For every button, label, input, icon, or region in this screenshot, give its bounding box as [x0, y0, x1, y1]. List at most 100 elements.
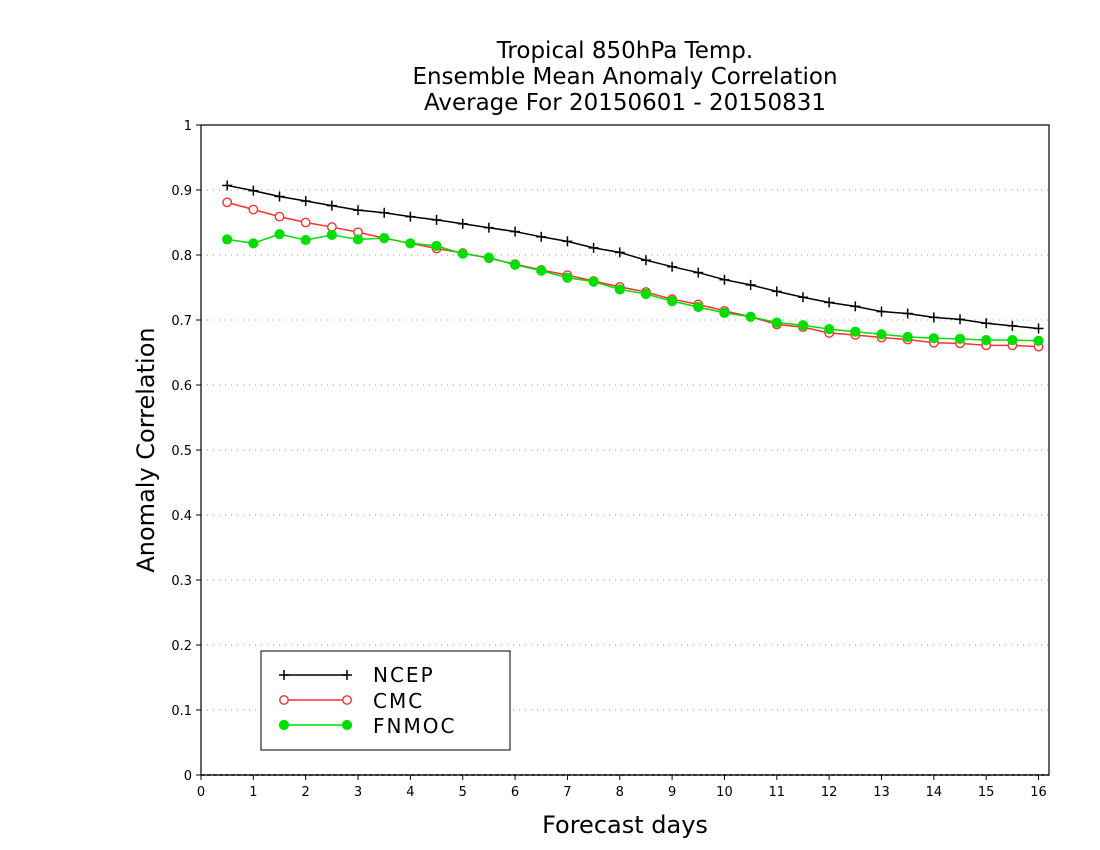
data-point-fnmoc — [248, 238, 259, 249]
y-axis-title: Anomaly Correlation — [132, 327, 160, 572]
y-tick-label: 0 — [184, 769, 192, 784]
legend-label-fnmoc: FNMOC — [373, 714, 456, 738]
x-tick-label: 3 — [354, 785, 362, 800]
legend-marker — [342, 670, 352, 680]
x-tick-label: 15 — [978, 785, 995, 800]
x-tick-label: 5 — [459, 785, 467, 800]
data-point-ncep — [353, 205, 364, 216]
legend-marker — [279, 695, 289, 705]
data-point-ncep — [248, 185, 259, 196]
data-point-fnmoc — [876, 329, 887, 340]
data-point-ncep — [902, 308, 913, 319]
legend-sample-cmc — [279, 695, 352, 705]
data-point-fnmoc — [902, 331, 913, 342]
y-tick-label: 0.8 — [171, 249, 192, 264]
data-point-cmc — [248, 204, 259, 215]
data-point-fnmoc — [850, 326, 861, 337]
x-tick-label: 6 — [511, 785, 519, 800]
x-tick-label: 13 — [873, 785, 890, 800]
data-point-ncep — [824, 297, 835, 308]
y-tick-label: 0.4 — [171, 509, 192, 524]
legend-sample-ncep — [279, 670, 352, 680]
data-point-fnmoc — [222, 234, 233, 245]
data-point-fnmoc — [771, 317, 782, 328]
data-point-fnmoc — [509, 259, 521, 270]
legend-label-cmc: CMC — [373, 689, 424, 713]
data-point-ncep — [876, 306, 887, 317]
data-point-ncep — [510, 226, 521, 237]
data-point-fnmoc — [274, 229, 285, 240]
data-point-ncep — [300, 196, 311, 207]
data-point-ncep — [667, 261, 678, 272]
chart-title-line-1: Tropical 850hPa Temp. — [496, 38, 753, 64]
data-point-ncep — [771, 286, 782, 297]
data-point-fnmoc — [640, 288, 652, 300]
y-tick-label: 0.3 — [171, 574, 192, 589]
data-point-ncep — [928, 312, 939, 323]
data-point-fnmoc — [405, 238, 416, 249]
series-ncep — [222, 180, 1044, 334]
legend-samples — [278, 670, 353, 731]
x-tick-label: 1 — [249, 785, 257, 800]
data-point-fnmoc — [693, 301, 704, 313]
axis-ticks — [196, 124, 1040, 780]
x-tick-label: 4 — [406, 785, 414, 800]
data-point-ncep — [483, 222, 494, 233]
data-point-ncep — [1033, 323, 1044, 334]
x-tick-label: 14 — [926, 785, 943, 800]
data-point-ncep — [693, 267, 704, 278]
y-tick-label: 0.6 — [171, 379, 192, 394]
data-point-fnmoc — [981, 335, 992, 346]
data-point-cmc — [274, 211, 285, 222]
data-point-ncep — [640, 255, 651, 266]
x-tick-label: 12 — [821, 785, 838, 800]
data-point-fnmoc — [824, 324, 835, 335]
chart-title: Tropical 850hPa Temp. Ensemble Mean Anom… — [412, 38, 837, 116]
data-point-ncep — [562, 236, 573, 247]
data-point-ncep — [379, 207, 390, 218]
x-tick-label: 0 — [197, 785, 205, 800]
data-point-ncep — [588, 242, 599, 253]
y-tick-label: 0.2 — [171, 639, 192, 654]
data-point-ncep — [536, 231, 547, 242]
data-point-ncep — [457, 218, 468, 229]
chart-title-line-2: Ensemble Mean Anomaly Correlation — [412, 64, 837, 90]
data-point-fnmoc — [483, 252, 495, 263]
data-point-ncep — [614, 247, 625, 258]
data-point-ncep — [745, 279, 756, 290]
data-point-fnmoc — [300, 234, 311, 246]
x-axis-title: Forecast days — [542, 811, 708, 839]
data-point-ncep — [431, 214, 442, 225]
data-point-ncep — [326, 200, 337, 211]
legend: NCEP CMC FNMOC — [260, 650, 511, 751]
x-tick-label: 2 — [302, 785, 310, 800]
legend-sample-fnmoc — [278, 719, 353, 731]
plot-frame — [200, 124, 1050, 776]
x-tick-label: 16 — [1030, 785, 1047, 800]
data-point-ncep — [1007, 320, 1018, 331]
y-tick-label: 0.7 — [171, 314, 192, 329]
data-point-ncep — [981, 318, 992, 329]
data-point-ncep — [222, 180, 233, 191]
data-point-fnmoc — [797, 320, 809, 331]
data-point-fnmoc — [745, 311, 756, 322]
x-tick-label: 7 — [563, 785, 571, 800]
data-point-ncep — [405, 211, 416, 222]
legend-marker — [342, 695, 352, 705]
data-point-fnmoc — [928, 333, 939, 344]
x-tick-label: 11 — [769, 785, 786, 800]
data-point-ncep — [797, 292, 808, 303]
data-point-ncep — [850, 301, 861, 312]
y-tick-label: 0.1 — [171, 704, 192, 719]
data-point-fnmoc — [326, 229, 337, 240]
data-point-fnmoc — [562, 272, 573, 283]
data-point-fnmoc — [614, 284, 625, 295]
data-point-fnmoc — [352, 234, 364, 245]
series-layer — [222, 180, 1044, 352]
data-point-ncep — [955, 314, 966, 325]
y-tick-label: 0.5 — [171, 444, 192, 459]
data-point-ncep — [274, 191, 285, 202]
series-fnmoc — [222, 229, 1044, 346]
